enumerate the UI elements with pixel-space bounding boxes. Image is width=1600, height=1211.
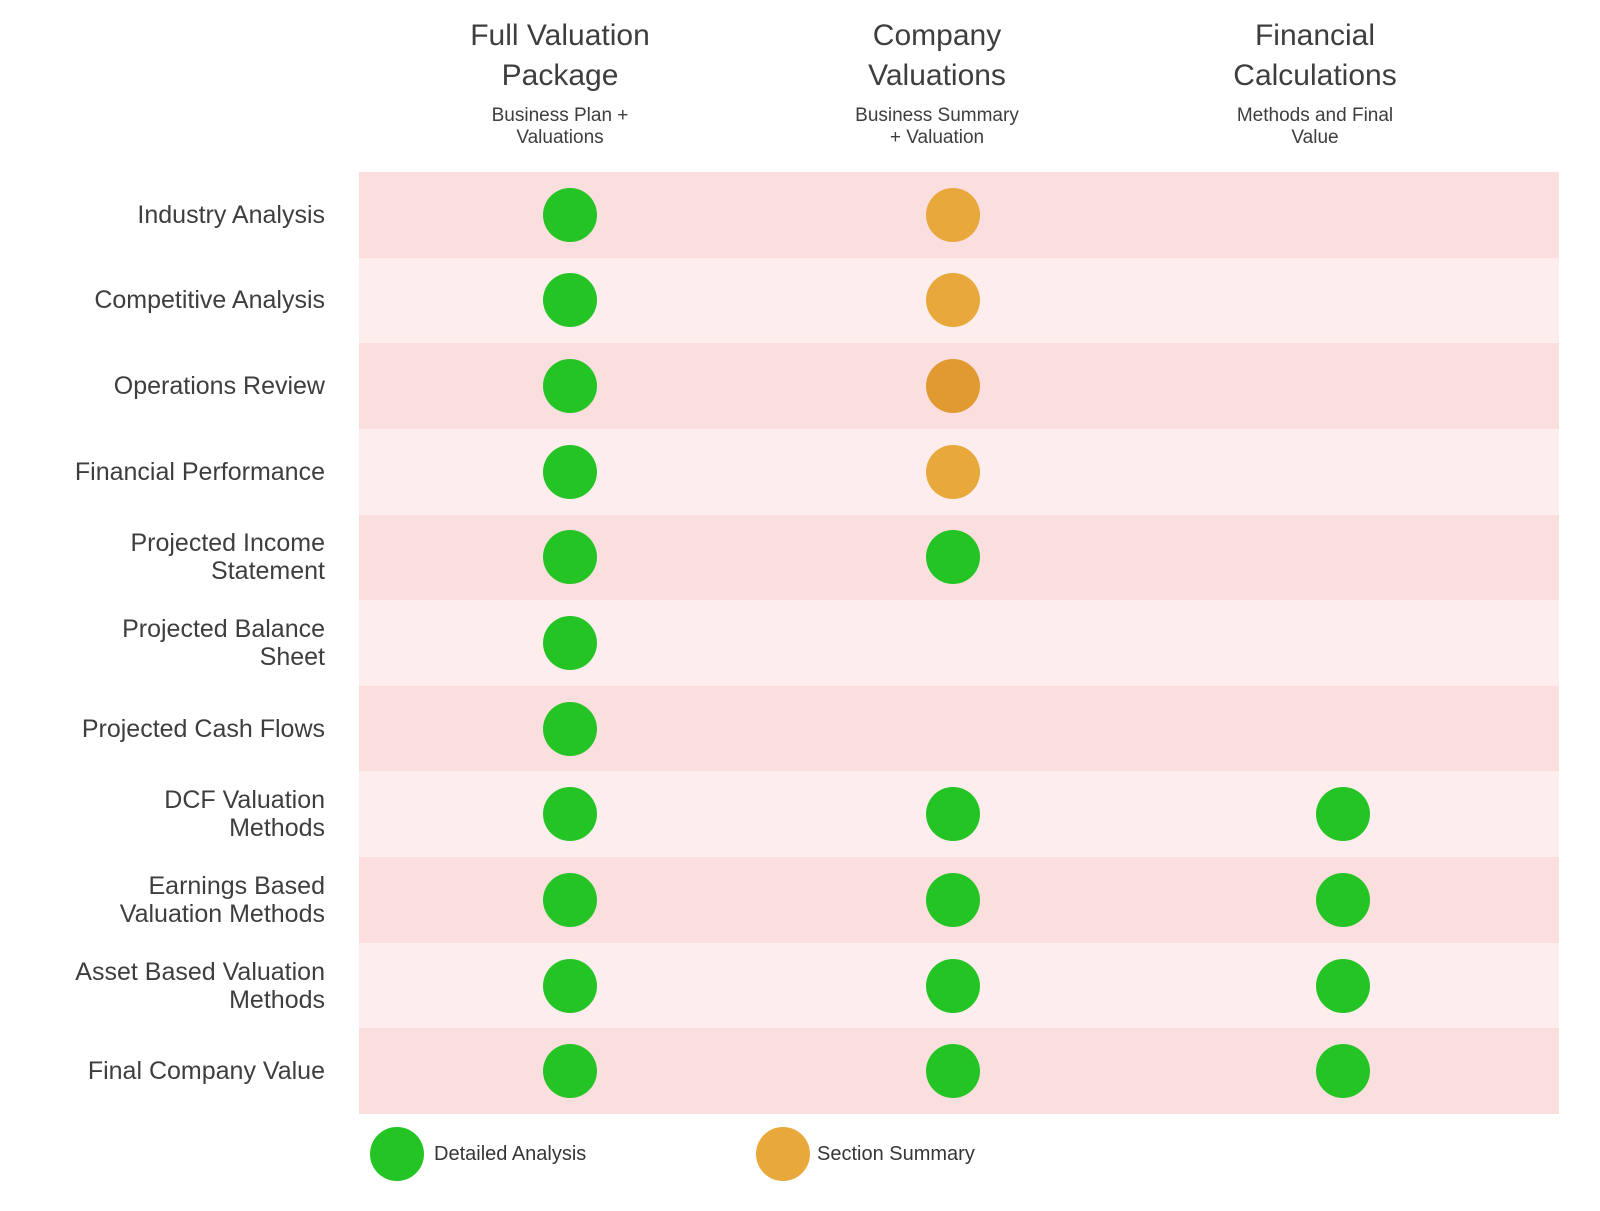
detailed-analysis-dot	[543, 787, 597, 842]
row-label-operations-review: Operations Review	[113, 372, 325, 401]
legend-label-detailed-analysis: Detailed Analysis	[434, 1143, 587, 1165]
detailed-analysis-dot	[1316, 958, 1370, 1013]
detailed-analysis-dot	[926, 1044, 980, 1099]
column-header-financial-calculations: Financial Calculations Methods and Final …	[1105, 16, 1525, 149]
detailed-analysis-dot	[1316, 787, 1370, 842]
section-summary-dot	[926, 359, 980, 414]
detailed-analysis-dot	[543, 444, 597, 499]
detailed-analysis-dot	[926, 872, 980, 927]
detailed-analysis-dot	[543, 1044, 597, 1099]
legend-label-section-summary: Section Summary	[817, 1143, 975, 1165]
row-label-projected-cash-flows: Projected Cash Flows	[81, 714, 325, 743]
detailed-analysis-dot	[926, 958, 980, 1013]
row-label-projected-balance-sheet: Projected Balance Sheet	[122, 614, 325, 671]
row-label-earnings-based-valuation-methods: Earnings Based Valuation Methods	[119, 871, 325, 928]
section-summary-dot	[926, 444, 980, 499]
row-label-dcf-valuation-methods: DCF Valuation Methods	[164, 786, 325, 843]
row-label-competitive-analysis: Competitive Analysis	[94, 286, 325, 315]
detailed-analysis-dot	[926, 530, 980, 585]
detailed-analysis-dot	[926, 787, 980, 842]
row-label-projected-income-statement: Projected Income Statement	[130, 529, 325, 586]
detailed-analysis-dot	[1316, 872, 1370, 927]
column-subtitle: Business Plan + Valuations	[491, 105, 629, 148]
legend-section-summary-dot	[756, 1127, 810, 1181]
detailed-analysis-dot	[543, 958, 597, 1013]
detailed-analysis-dot	[543, 359, 597, 414]
row-band-projected-cash-flows	[359, 685, 1559, 772]
row-band-projected-balance-sheet	[359, 600, 1559, 686]
detailed-analysis-dot	[1316, 1044, 1370, 1099]
column-title: Full Valuation Package	[470, 19, 650, 92]
column-subtitle: Methods and Final Value	[1236, 105, 1394, 148]
detailed-analysis-dot	[543, 701, 597, 756]
column-title: Financial Calculations	[1233, 19, 1397, 92]
detailed-analysis-dot	[543, 615, 597, 670]
row-label-final-company-value: Final Company Value	[87, 1057, 325, 1086]
section-summary-dot	[926, 273, 980, 328]
row-label-financial-performance: Financial Performance	[74, 457, 325, 486]
column-header-full-valuation-package: Full Valuation Package Business Plan + Va…	[350, 16, 770, 149]
section-summary-dot	[926, 187, 980, 242]
column-subtitle: Business Summary + Valuation	[855, 105, 1019, 148]
detailed-analysis-dot	[543, 530, 597, 585]
column-title: Company Valuations	[868, 19, 1006, 92]
detailed-analysis-dot	[543, 872, 597, 927]
column-header-company-valuations: Company Valuations Business Summary + Val…	[727, 16, 1147, 149]
row-label-industry-analysis: Industry Analysis	[137, 200, 325, 229]
detailed-analysis-dot	[543, 187, 597, 242]
legend-detailed-analysis-dot	[370, 1127, 424, 1181]
detailed-analysis-dot	[543, 273, 597, 328]
row-label-asset-based-valuation-methods: Asset Based Valuation Methods	[75, 957, 325, 1014]
